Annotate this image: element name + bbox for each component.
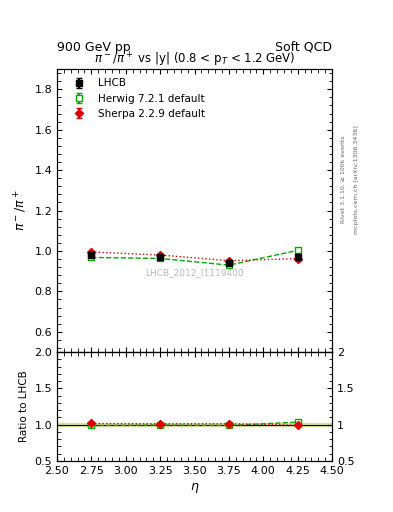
Text: Rivet 3.1.10, ≥ 100k events: Rivet 3.1.10, ≥ 100k events <box>341 135 346 223</box>
X-axis label: $\eta$: $\eta$ <box>190 481 199 495</box>
Y-axis label: $\pi^-/\pi^+$: $\pi^-/\pi^+$ <box>13 190 29 231</box>
Text: Soft QCD: Soft QCD <box>275 41 332 54</box>
Title: $\pi^-/\pi^+$ vs |y| (0.8 < p$_T$ < 1.2 GeV): $\pi^-/\pi^+$ vs |y| (0.8 < p$_T$ < 1.2 … <box>94 51 295 69</box>
Text: mcplots.cern.ch [arXiv:1306.3436]: mcplots.cern.ch [arXiv:1306.3436] <box>354 125 359 233</box>
Y-axis label: Ratio to LHCB: Ratio to LHCB <box>19 371 29 442</box>
Legend: LHCB, Herwig 7.2.1 default, Sherpa 2.2.9 default: LHCB, Herwig 7.2.1 default, Sherpa 2.2.9… <box>62 74 209 123</box>
Text: 900 GeV pp: 900 GeV pp <box>57 41 130 54</box>
Text: LHCB_2012_I1119400: LHCB_2012_I1119400 <box>145 268 244 278</box>
